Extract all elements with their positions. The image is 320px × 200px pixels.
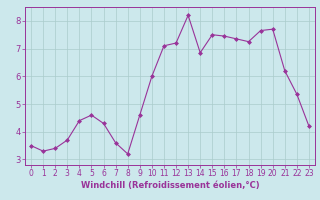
X-axis label: Windchill (Refroidissement éolien,°C): Windchill (Refroidissement éolien,°C) bbox=[81, 181, 259, 190]
